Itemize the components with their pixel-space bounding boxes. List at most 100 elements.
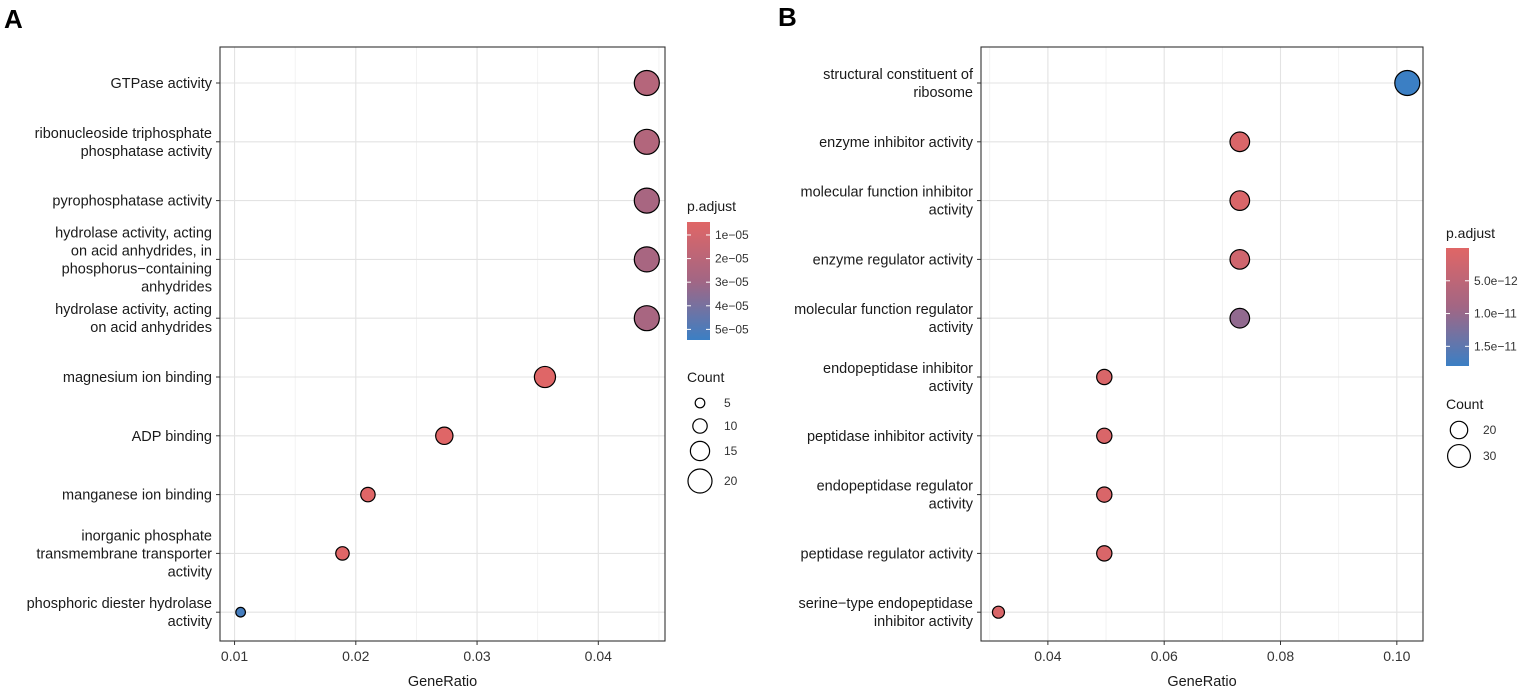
y-category-label: molecular function inhibitor activity <box>801 185 974 219</box>
size-legend-label: 5 <box>724 396 731 410</box>
y-category-label: pyrophosphatase activity <box>52 194 212 210</box>
color-bar <box>687 222 710 340</box>
y-category-label: molecular function regulator activity <box>794 302 974 336</box>
size-legend-circle <box>687 468 713 494</box>
y-category-label-line: GTPase activity <box>110 76 212 92</box>
x-tick-label: 0.03 <box>463 648 490 664</box>
y-category-label-line: ribosome <box>913 85 973 101</box>
color-legend: p.adjust 1e−05 2e−05 3e−05 4e−05 5e−05 <box>687 198 749 340</box>
y-category-label: ribonucleoside triphosphate phosphatase a… <box>35 126 213 160</box>
panel-letter: A <box>4 4 23 34</box>
y-category-label-line: on acid anhydrides, in <box>71 243 212 259</box>
x-axis-title: GeneRatio <box>408 674 477 688</box>
y-category-label-line: serine−type endopeptidase <box>798 596 973 612</box>
y-category-label-line: anhydrides <box>141 279 212 295</box>
y-category-label: phosphoric diester hydrolase activity <box>27 596 213 630</box>
data-point <box>235 606 247 618</box>
y-category-label: manganese ion binding <box>62 488 212 504</box>
x-tick-label: 0.10 <box>1383 648 1410 664</box>
x-tick-label: 0.06 <box>1151 648 1178 664</box>
y-category-label-line: peptidase inhibitor activity <box>807 429 974 445</box>
y-category-label: peptidase inhibitor activity <box>807 429 974 445</box>
y-category-label-line: activity <box>168 564 213 580</box>
color-legend-label: 1e−05 <box>715 228 749 242</box>
y-category-label-line: inhibitor activity <box>874 614 974 630</box>
data-point <box>633 246 660 273</box>
data-point <box>335 546 350 561</box>
size-legend-label: 15 <box>724 444 738 458</box>
y-category-label-line: transmembrane transporter <box>36 546 212 562</box>
y-category-label-line: inorganic phosphate <box>81 528 212 544</box>
size-legend-circle <box>694 397 706 409</box>
y-category-label-line: magnesium ion binding <box>63 370 212 386</box>
panel-b: B 0.04 0.06 0.08 0.10 structural constituent … <box>778 2 1518 688</box>
color-bar <box>1446 248 1469 366</box>
data-point <box>1229 190 1251 211</box>
y-category-label-line: structural constituent of <box>823 67 974 83</box>
size-legend-circle <box>1446 443 1472 469</box>
size-legend-label: 10 <box>724 419 738 433</box>
color-legend-label: 4e−05 <box>715 299 749 313</box>
data-point <box>991 605 1006 619</box>
data-point <box>1229 307 1251 329</box>
color-legend-label: 5e−05 <box>715 322 749 336</box>
y-category-label: peptidase regulator activity <box>801 546 974 562</box>
size-legend-label: 20 <box>1483 423 1497 437</box>
x-axis-title: GeneRatio <box>1167 674 1236 688</box>
y-category-label-line: activity <box>929 379 974 395</box>
x-tick-label: 0.04 <box>1034 648 1061 664</box>
x-tick-label: 0.04 <box>585 648 612 664</box>
x-tick-label: 0.01 <box>221 648 248 664</box>
y-category-label: inorganic phosphate transmembrane transpo… <box>36 528 212 580</box>
y-category-label-line: enzyme inhibitor activity <box>819 135 974 151</box>
y-category-label-line: phosphatase activity <box>81 144 213 160</box>
data-point <box>1096 486 1113 503</box>
color-legend-label: 5.0e−12 <box>1474 274 1518 288</box>
data-point <box>633 128 660 155</box>
x-tick-label: 0.08 <box>1267 648 1294 664</box>
y-category-label: hydrolase activity, acting on acid anhydr… <box>55 302 212 336</box>
color-legend-title: p.adjust <box>1446 225 1495 241</box>
size-legend-label: 30 <box>1483 449 1497 463</box>
color-legend: p.adjust 5.0e−12 1.0e−11 1.5e−11 <box>1446 225 1518 366</box>
y-category-label-line: activity <box>929 203 974 219</box>
data-point <box>1096 427 1113 445</box>
y-category-label: hydrolase activity, acting on acid anhydr… <box>55 225 212 295</box>
y-category-label-line: manganese ion binding <box>62 488 212 504</box>
data-point <box>633 187 660 214</box>
x-tick-label: 0.02 <box>342 648 369 664</box>
y-category-label: enzyme inhibitor activity <box>819 135 974 151</box>
size-legend-circle <box>1449 420 1469 440</box>
y-category-label: enzyme regulator activity <box>813 252 974 268</box>
plot-border <box>219 46 666 642</box>
size-legend-circle <box>692 418 708 434</box>
size-legend-title: Count <box>687 369 724 385</box>
y-category-label-line: molecular function inhibitor <box>801 185 974 201</box>
data-point <box>633 305 660 332</box>
y-category-label-line: hydrolase activity, acting <box>55 302 212 318</box>
size-legend-circle <box>689 440 711 462</box>
y-category-label-line: enzyme regulator activity <box>813 252 974 268</box>
panel-letter: B <box>778 2 797 32</box>
color-legend-label: 2e−05 <box>715 252 749 266</box>
y-category-label-line: hydrolase activity, acting <box>55 225 212 241</box>
data-point <box>1229 131 1251 153</box>
y-category-label-line: endopeptidase regulator <box>817 479 974 495</box>
data-point <box>633 69 660 97</box>
color-legend-label: 1.5e−11 <box>1474 339 1517 353</box>
y-category-label-line: ribonucleoside triphosphate <box>35 126 212 142</box>
y-category-label-line: molecular function regulator <box>794 302 973 318</box>
y-category-label-line: activity <box>168 614 213 630</box>
y-category-label: GTPase activity <box>110 76 212 92</box>
y-category-label-line: phosphoric diester hydrolase <box>27 596 212 612</box>
size-legend-label: 20 <box>724 474 738 488</box>
panel-a: A 0.01 0.02 0.03 0.04 GTPase activity ribonucl… <box>4 4 749 688</box>
y-category-label-line: activity <box>929 320 974 336</box>
data-point <box>1229 249 1251 270</box>
y-category-label-line: endopeptidase inhibitor <box>823 361 973 377</box>
y-category-label: endopeptidase inhibitor activity <box>823 361 974 395</box>
y-category-label: serine−type endopeptidase inhibitor activ… <box>798 596 973 630</box>
